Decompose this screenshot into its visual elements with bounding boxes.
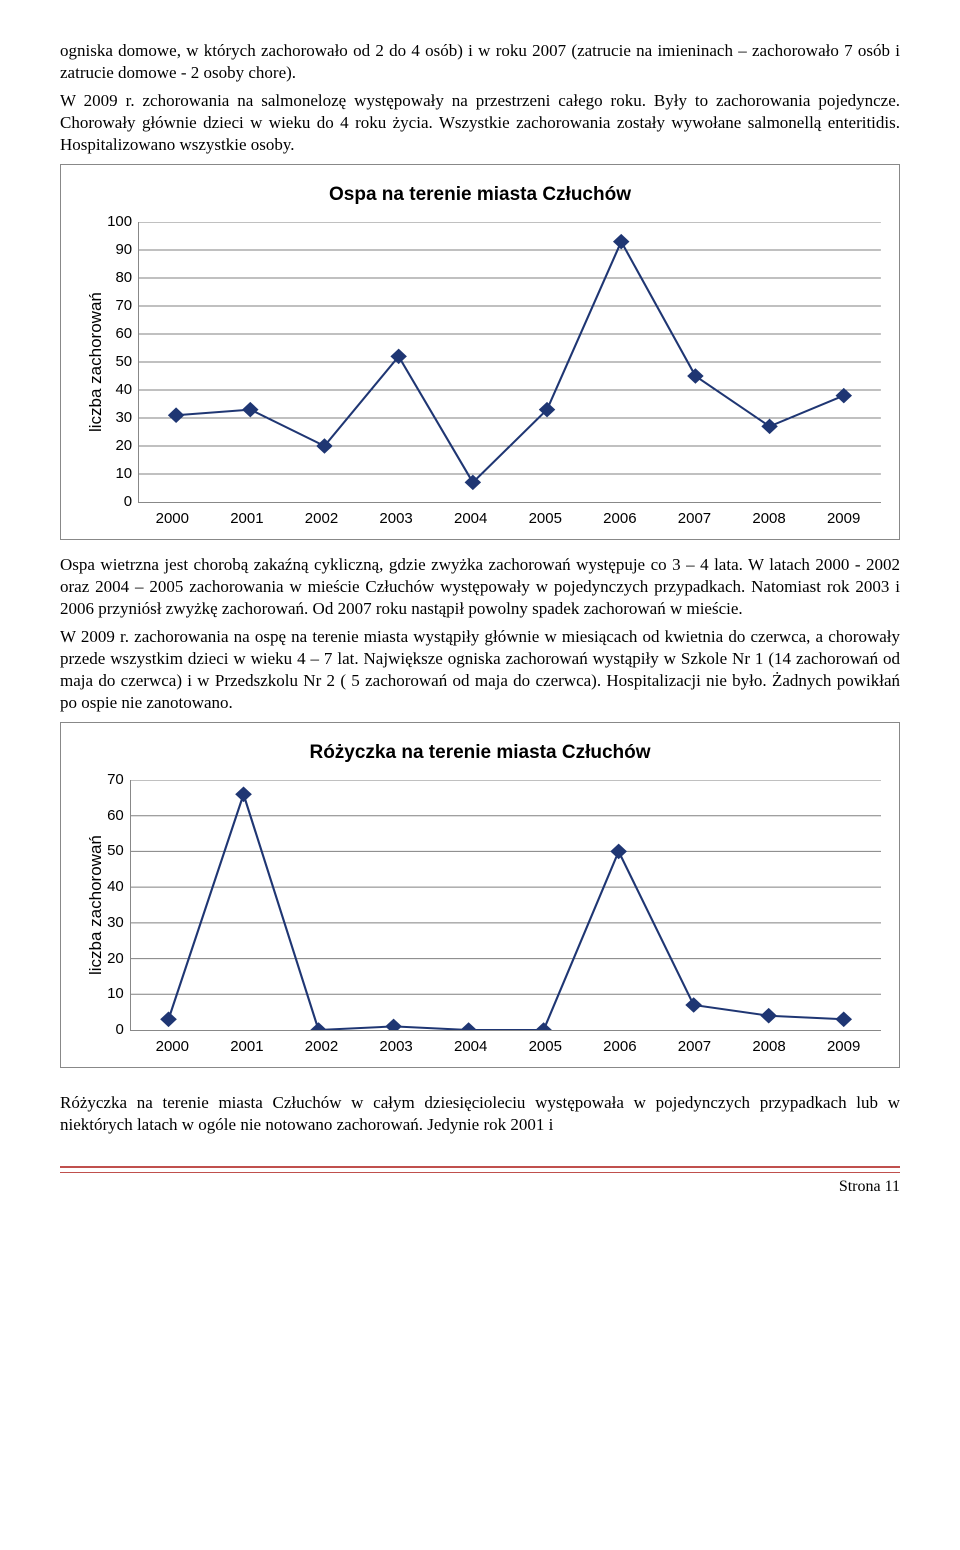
chart2-yticks: 706050403020100	[107, 780, 130, 1030]
xtick: 2000	[135, 1037, 210, 1057]
xtick: 2009	[806, 509, 881, 529]
para-2: W 2009 r. zchorowania na salmonelozę wys…	[60, 90, 900, 156]
chart2-plot	[130, 780, 881, 1031]
footer-rule-thick	[60, 1166, 900, 1168]
xtick: 2004	[433, 509, 508, 529]
xtick: 2002	[284, 1037, 359, 1057]
chart1-yticks: 1009080706050403020100	[107, 222, 138, 502]
xtick: 2008	[732, 1037, 807, 1057]
chart2-ylabel: liczba zachorowań	[79, 780, 107, 1031]
xtick: 2001	[210, 509, 285, 529]
chart1-plot	[138, 222, 881, 503]
xtick: 2005	[508, 1037, 583, 1057]
para-5: Różyczka na terenie miasta Człuchów w ca…	[60, 1092, 900, 1136]
page-number: Strona 11	[60, 1177, 900, 1198]
para-4: W 2009 r. zachorowania na ospę na tereni…	[60, 626, 900, 714]
xtick: 2005	[508, 509, 583, 529]
chart-rozyczka: Różyczka na terenie miasta Człuchów licz…	[60, 722, 900, 1067]
chart2-xticks: 2000200120022003200420052006200720082009	[135, 1037, 881, 1057]
chart1-xticks: 2000200120022003200420052006200720082009	[135, 509, 881, 529]
xtick: 2006	[583, 1037, 658, 1057]
chart1-ylabel: liczba zachorowań	[79, 222, 107, 503]
xtick: 2009	[806, 1037, 881, 1057]
xtick: 2004	[433, 1037, 508, 1057]
chart2-title: Różyczka na terenie miasta Człuchów	[79, 741, 881, 766]
xtick: 2006	[583, 509, 658, 529]
chart-ospa: Ospa na terenie miasta Człuchów liczba z…	[60, 164, 900, 539]
xtick: 2002	[284, 509, 359, 529]
para-1: ogniska domowe, w których zachorowało od…	[60, 40, 900, 84]
xtick: 2007	[657, 509, 732, 529]
xtick: 2007	[657, 1037, 732, 1057]
xtick: 2000	[135, 509, 210, 529]
footer-rule-thin	[60, 1172, 900, 1173]
chart1-title: Ospa na terenie miasta Człuchów	[79, 183, 881, 208]
xtick: 2008	[732, 509, 807, 529]
xtick: 2003	[359, 509, 434, 529]
xtick: 2003	[359, 1037, 434, 1057]
para-3: Ospa wietrzna jest chorobą zakaźną cykli…	[60, 554, 900, 620]
xtick: 2001	[210, 1037, 285, 1057]
